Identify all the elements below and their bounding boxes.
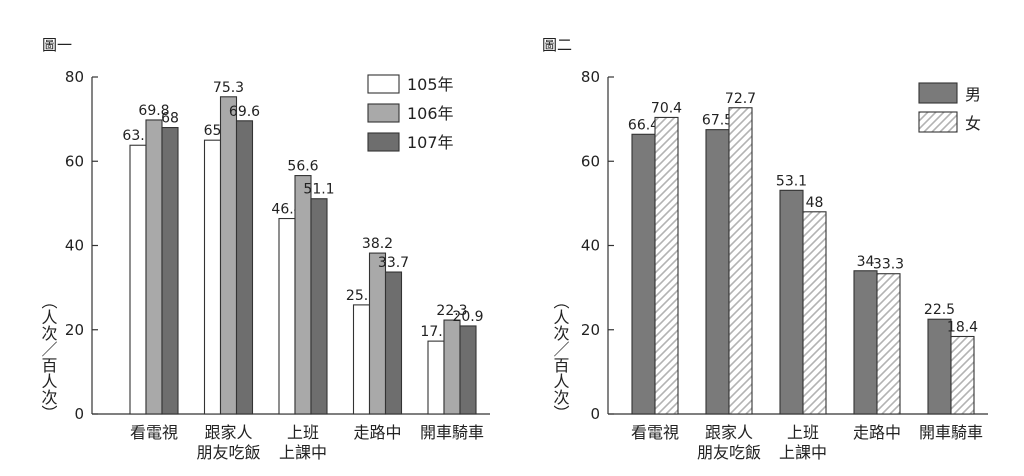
- value-label: 72.7: [725, 91, 756, 107]
- bar: [427, 340, 445, 415]
- bar: [443, 319, 461, 415]
- bar: [368, 252, 387, 415]
- bar: [352, 304, 371, 415]
- bar: [145, 119, 163, 415]
- bar: [728, 107, 753, 415]
- bar-chart-2: 0 20 40 60 80 （人次／百人次） 66.470.4 看電視 67.5 72.7 跟家人朋…: [551, 68, 988, 462]
- value-label: 66.4: [628, 117, 659, 133]
- x-category-label: 跟家人: [705, 423, 753, 442]
- bar: [219, 96, 238, 415]
- value-label: 56.6: [287, 159, 318, 175]
- bar: [294, 175, 312, 415]
- value-label: 18.4: [947, 319, 978, 335]
- value-label: 22.5: [924, 302, 955, 318]
- value-label: 33.3: [873, 257, 904, 273]
- bar: [278, 217, 296, 415]
- legend-swatch: [918, 111, 958, 133]
- legend-swatch: [367, 103, 400, 123]
- legend-label: 106年: [407, 104, 454, 123]
- chart-panel-1: 圖一 0 20 40 60 80 （人次／百人次） 63.8 69.8 68 看電視 65 75.3 6…: [39, 36, 490, 462]
- x-category-label: 上班: [787, 423, 819, 442]
- value-label: 22.3: [436, 303, 467, 319]
- x-category-label: 上課中: [779, 443, 827, 462]
- x-category-label: 開車騎車: [919, 423, 983, 442]
- value-label: 33.7: [378, 255, 409, 271]
- bar: [459, 325, 477, 415]
- x-category-label: 朋友吃飯: [697, 443, 761, 462]
- x-category-label: 走路中: [853, 423, 901, 442]
- value-label: 34: [857, 254, 875, 270]
- bar: [705, 129, 730, 415]
- chart-title: 圖一: [42, 36, 73, 54]
- x-category-label: 跟家人: [204, 423, 252, 442]
- legend-label: 107年: [407, 133, 454, 152]
- y-tick-label: 60: [65, 152, 84, 170]
- y-tick-label: 40: [581, 237, 600, 255]
- y-tick-label: 0: [590, 405, 600, 423]
- y-tick-label: 20: [581, 321, 600, 339]
- x-category-label: 看電視: [130, 423, 178, 442]
- value-label: 75.3: [213, 80, 244, 96]
- legend-label: 女: [965, 114, 981, 133]
- y-axis-label: （人次／百人次）: [551, 293, 570, 421]
- value-label: 20.9: [452, 309, 483, 325]
- bar: [384, 271, 403, 415]
- bar: [654, 116, 679, 415]
- y-tick-label: 0: [74, 405, 84, 423]
- value-label: 38.2: [362, 236, 393, 252]
- value-label: 70.4: [651, 100, 682, 116]
- y-tick-label: 60: [581, 152, 600, 170]
- y-tick-label: 80: [581, 68, 600, 86]
- legend-swatch: [367, 132, 400, 152]
- y-tick-label: 80: [65, 68, 84, 86]
- x-category-label: 開車騎車: [420, 423, 484, 442]
- x-category-label: 走路中: [353, 423, 401, 442]
- bar: [129, 144, 147, 415]
- bar: [802, 211, 827, 415]
- bar: [631, 133, 656, 415]
- chart-panel-2: 圖二 0 20 40 60 80 （人次／百人次） 66.4 70.4 看電視 67.5 72.7 跟…: [512, 0, 1024, 476]
- x-category-label: 上班: [287, 423, 319, 442]
- y-tick-label: 20: [65, 321, 84, 339]
- legend-label: 105年: [407, 75, 454, 94]
- legend-label: 男: [965, 85, 981, 104]
- value-label: 51.1: [303, 182, 334, 198]
- bar: [310, 198, 328, 415]
- x-category-label: 看電視: [631, 423, 679, 442]
- value-label: 48: [806, 195, 824, 211]
- value-label: 53.1: [776, 173, 807, 189]
- y-tick-label: 40: [65, 237, 84, 255]
- value-label: 67.5: [702, 113, 733, 129]
- chart-title: 圖二: [542, 36, 573, 54]
- bar: [950, 335, 975, 415]
- bar: [853, 270, 878, 415]
- value-label: 65: [204, 123, 222, 139]
- x-category-label: 上課中: [279, 443, 327, 462]
- legend-swatch: [918, 82, 958, 104]
- value-label: 69.6: [229, 104, 260, 120]
- bar: [235, 120, 254, 415]
- value-label: 69.8: [138, 103, 169, 119]
- x-category-label: 朋友吃飯: [196, 443, 260, 462]
- y-axis-label: （人次／百人次）: [39, 293, 58, 421]
- value-label: 68: [161, 111, 179, 127]
- bar: [779, 189, 804, 415]
- bar: [161, 127, 179, 415]
- bar-chart-1: 020406080（人次／百人次）63.869.868看電視6575.369.6…: [39, 68, 490, 462]
- bar: [876, 273, 901, 415]
- bar: [203, 139, 222, 415]
- legend-swatch: [367, 74, 400, 94]
